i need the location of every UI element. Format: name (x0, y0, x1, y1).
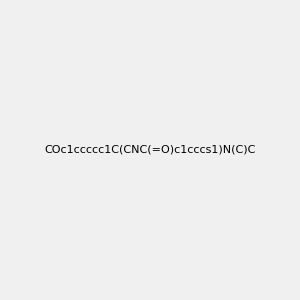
Text: COc1ccccc1C(CNC(=O)c1cccs1)N(C)C: COc1ccccc1C(CNC(=O)c1cccs1)N(C)C (44, 145, 256, 155)
